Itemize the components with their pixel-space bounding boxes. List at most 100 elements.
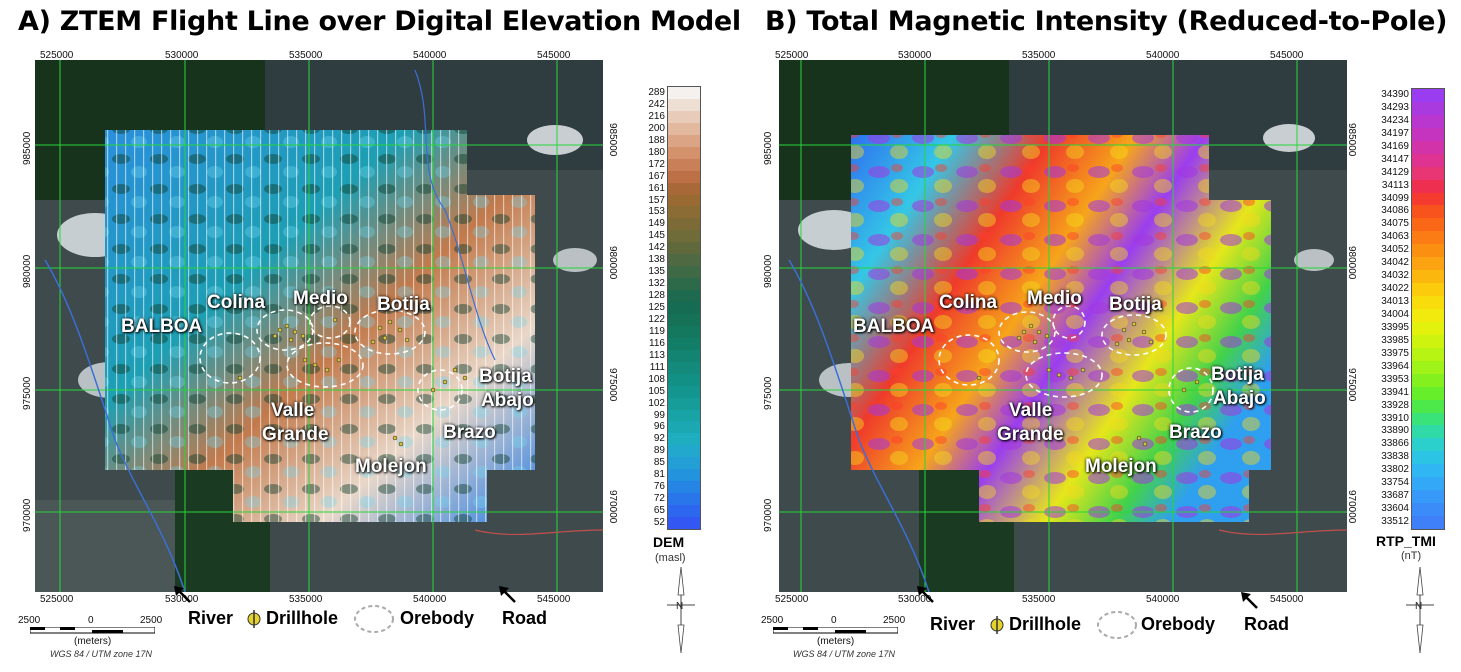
x-tick-top: 530000 — [898, 50, 932, 61]
label-medio: Medio — [293, 288, 348, 309]
colorbar-swatch — [1412, 373, 1444, 388]
label-balboa: BALBOA — [853, 316, 935, 337]
colorbar-value: 33890 — [1381, 425, 1409, 437]
colorbar-swatch — [1412, 205, 1444, 219]
colorbar-value: 142 — [648, 242, 665, 254]
label-colina: Colina — [207, 292, 266, 313]
x-tick-top: 540000 — [413, 50, 447, 61]
tmi-colorbar-title: RTP_TMI — [1376, 533, 1436, 549]
colorbar-value: 125 — [648, 302, 665, 314]
colorbar-value: 122 — [648, 313, 665, 325]
colorbar-swatch — [668, 385, 700, 399]
colorbar-value: 92 — [653, 433, 665, 445]
colorbar-swatch — [668, 194, 700, 207]
legend-drillhole: Drillhole — [1009, 614, 1082, 634]
colorbar-value: 89 — [653, 445, 665, 457]
colorbar-swatch — [1412, 89, 1444, 103]
map-frame[interactable]: BALBOA Colina Medio Botija Valle Grande … — [779, 60, 1347, 592]
colorbar-value: 34013 — [1381, 296, 1409, 308]
label-valle: Valle — [1009, 400, 1053, 421]
label-balboa: BALBOA — [121, 316, 203, 337]
scale-mid: 0 — [88, 615, 94, 626]
colorbar-value: 242 — [648, 98, 665, 110]
colorbar-swatch — [668, 505, 700, 518]
colorbar-swatch — [1412, 490, 1444, 504]
colorbar-value: 99 — [653, 409, 665, 421]
colorbar-swatch — [1412, 425, 1444, 439]
colorbar-swatch — [668, 337, 700, 351]
colorbar-value: 34169 — [1381, 140, 1409, 152]
colorbar-value: 33995 — [1381, 321, 1409, 333]
colorbar-value: 34234 — [1381, 114, 1409, 126]
north-symbol: N — [1415, 601, 1422, 612]
x-tick-bottom: 530000 — [165, 594, 199, 605]
colorbar-value: 216 — [648, 110, 665, 122]
label-molejon: Molejon — [355, 456, 427, 477]
colorbar-value: 72 — [653, 493, 665, 505]
colorbar-value: 116 — [649, 337, 665, 349]
x-tick-bottom: 540000 — [413, 594, 447, 605]
colorbar-swatch — [1412, 127, 1444, 142]
label-botija-abajo-1: Botija — [479, 366, 532, 387]
colorbar-swatch — [668, 361, 700, 375]
road-arrow-icon — [499, 586, 516, 603]
x-tick-top: 525000 — [775, 50, 809, 61]
colorbar-value: 200 — [648, 122, 665, 134]
x-tick-bottom: 530000 — [898, 594, 932, 605]
colorbar-value: 34099 — [1381, 192, 1409, 204]
colorbar-value: 34147 — [1381, 153, 1409, 165]
colorbar-value: 96 — [653, 421, 665, 433]
colorbar-swatch — [668, 469, 700, 482]
colorbar-value: 128 — [648, 290, 665, 302]
map-image — [779, 60, 1347, 592]
scale-left: 2500 — [18, 615, 41, 626]
orebody-icon — [354, 605, 394, 633]
colorbar-value: 33512 — [1381, 516, 1409, 528]
colorbar-swatch — [668, 278, 700, 291]
legend-orebody: Orebody — [400, 608, 475, 628]
colorbar-swatch — [1412, 270, 1444, 284]
x-tick-bottom: 545000 — [1270, 594, 1304, 605]
colorbar-swatch — [668, 409, 700, 422]
label-molejon: Molejon — [1085, 456, 1157, 477]
map-frame[interactable]: BALBOA Colina Medio Botija Valle Grande … — [35, 60, 603, 592]
label-brazo: Brazo — [1169, 422, 1222, 443]
x-tick-bottom: 540000 — [1146, 594, 1180, 605]
label-grande: Grande — [997, 424, 1064, 445]
colorbar-swatch — [668, 290, 700, 303]
x-tick-top: 530000 — [165, 50, 199, 61]
colorbar-swatch — [1412, 231, 1444, 245]
label-brazo: Brazo — [443, 422, 496, 443]
panel-b: B) Total Magnetic Intensity (Reduced-to-… — [731, 0, 1461, 672]
y-tick-left: 985000 — [22, 131, 33, 165]
colorbar-swatch — [668, 242, 700, 255]
colorbar-swatch — [1412, 153, 1444, 168]
x-tick-top: 545000 — [1270, 50, 1304, 61]
north-arrow-icon: N — [1406, 566, 1434, 654]
scale-mid: 0 — [831, 615, 837, 626]
label-botija: Botija — [377, 294, 430, 315]
colorbar-swatch — [1412, 101, 1444, 116]
y-tick-left: 985000 — [763, 131, 774, 165]
x-tick-top: 535000 — [289, 50, 323, 61]
scale-bar — [30, 627, 155, 634]
colorbar-value: 105 — [648, 385, 665, 397]
dem-colorbar — [667, 86, 701, 530]
colorbar-value: 172 — [648, 158, 665, 170]
colorbar-value: 153 — [648, 206, 665, 218]
colorbar-value: 108 — [648, 373, 665, 385]
y-tick-left: 975000 — [22, 376, 33, 410]
colorbar-swatch — [668, 170, 700, 184]
colorbar-swatch — [668, 373, 700, 387]
colorbar-swatch — [1412, 347, 1444, 362]
colorbar-swatch — [1412, 464, 1444, 478]
colorbar-swatch — [668, 122, 700, 136]
y-tick-left: 975000 — [763, 376, 774, 410]
colorbar-value: 34113 — [1381, 179, 1409, 191]
north-arrow-icon: N — [667, 566, 695, 654]
y-tick-left: 980000 — [763, 254, 774, 288]
colorbar-swatch — [1412, 296, 1444, 310]
x-tick-bottom: 535000 — [1022, 594, 1056, 605]
colorbar-swatch — [668, 397, 700, 411]
legend-river: River — [188, 608, 234, 628]
